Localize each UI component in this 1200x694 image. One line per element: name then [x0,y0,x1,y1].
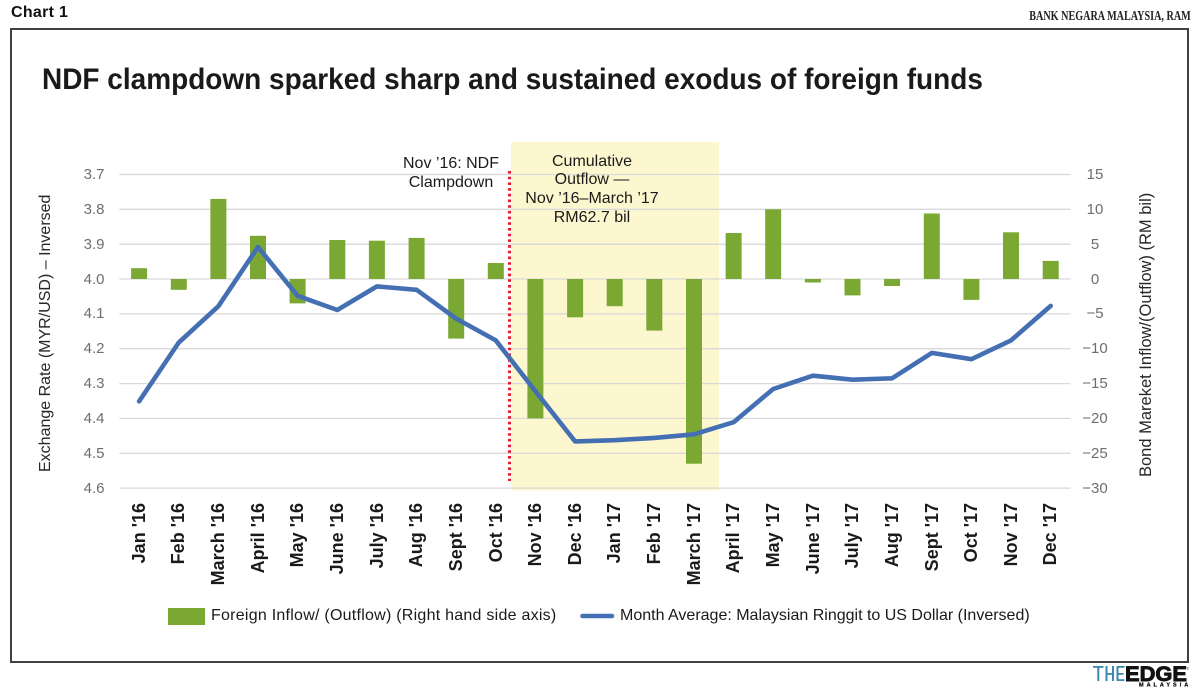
svg-text:EDGE: EDGE [1125,665,1187,686]
svg-text:MALAYSIA: MALAYSIA [1139,683,1189,689]
svg-text:TM: TM [1186,666,1189,671]
